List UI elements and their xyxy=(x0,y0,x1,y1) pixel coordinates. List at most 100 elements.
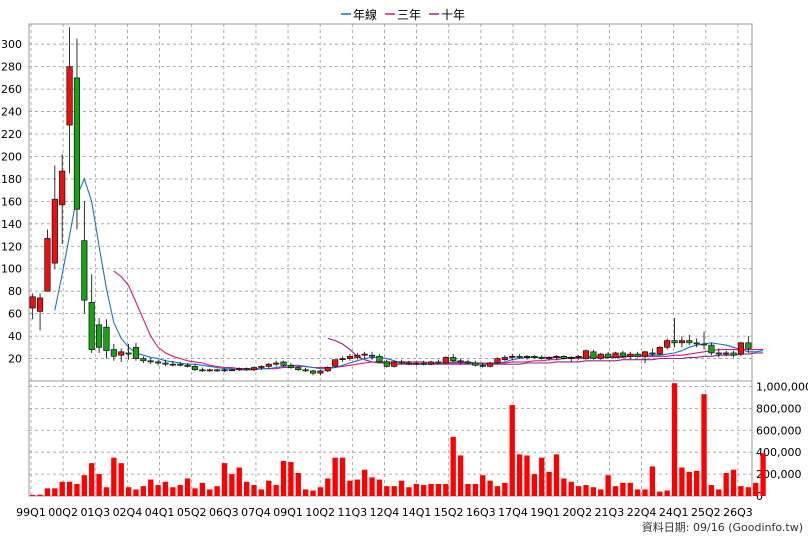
price-tick-label: 40 xyxy=(8,330,22,343)
volume-bar xyxy=(634,489,641,496)
volume-bar xyxy=(457,455,464,496)
volume-bar xyxy=(590,487,597,496)
volume-bar xyxy=(310,490,316,496)
price-tick-label: 120 xyxy=(1,240,22,253)
volume-bar xyxy=(59,481,65,496)
volume-bar xyxy=(243,481,250,496)
candle-body xyxy=(568,357,575,359)
candle-body xyxy=(472,362,479,366)
x-tick-label: 02Q4 xyxy=(113,506,143,519)
candle-body xyxy=(664,340,671,348)
volume-bar xyxy=(723,473,729,496)
candle-body xyxy=(177,363,184,366)
candle-body xyxy=(228,369,235,372)
candle-body xyxy=(391,361,398,367)
x-tick-label: 16Q3 xyxy=(466,506,496,519)
candle-body xyxy=(191,366,199,371)
volume-tick-label: 400,000 xyxy=(756,446,802,459)
x-tick-label: 05Q2 xyxy=(177,506,207,519)
candle-body xyxy=(332,359,339,367)
volume-bar xyxy=(546,471,552,496)
volume-bar xyxy=(450,436,456,496)
candle-body xyxy=(501,357,508,360)
volume-bar xyxy=(162,481,169,496)
candle-body xyxy=(619,352,626,357)
volume-bar xyxy=(354,479,360,496)
candle-body xyxy=(199,369,206,372)
volume-bar xyxy=(524,455,530,496)
volume-bar xyxy=(398,480,405,496)
candle-body xyxy=(118,351,125,356)
price-tick-label: 180 xyxy=(1,173,22,186)
volume-bar xyxy=(295,473,301,496)
x-tick-label: 22Q4 xyxy=(627,506,657,519)
volume-bar xyxy=(642,489,648,496)
volume-bar xyxy=(207,489,213,496)
volume-bar xyxy=(413,483,419,496)
candle-body xyxy=(479,364,486,367)
candle-body xyxy=(140,358,147,362)
candle-body xyxy=(317,370,324,374)
candle-body xyxy=(597,353,604,359)
x-tick-label: 26Q3 xyxy=(723,506,753,519)
volume-bar xyxy=(421,485,427,496)
candle-body xyxy=(656,347,663,355)
candle-body xyxy=(428,361,435,365)
volume-bar xyxy=(170,487,176,496)
candle-body xyxy=(523,356,531,358)
candle-body xyxy=(700,343,708,346)
volume-bar xyxy=(376,479,383,496)
volume-bar xyxy=(406,487,412,496)
volume-bar xyxy=(612,486,619,496)
volume-bar xyxy=(214,486,220,496)
candle-body xyxy=(627,353,634,357)
candle-body xyxy=(723,352,730,355)
candle-body xyxy=(125,352,132,355)
volume-bar xyxy=(118,463,124,496)
candle-body xyxy=(612,352,619,358)
volume-bar xyxy=(89,463,95,496)
volume-bar xyxy=(221,463,228,496)
volume-bar xyxy=(339,457,346,496)
candle-body xyxy=(88,302,95,350)
volume-bar xyxy=(266,480,272,496)
x-tick-label: 25Q2 xyxy=(691,506,721,519)
volume-bar xyxy=(273,485,279,496)
volume-bar xyxy=(671,383,678,496)
candle-body xyxy=(582,350,590,359)
candle-body xyxy=(605,353,612,358)
volume-bar xyxy=(627,482,633,496)
candle-body xyxy=(634,353,641,357)
candle-body xyxy=(546,357,553,359)
volume-bar xyxy=(103,487,110,496)
volume-bar xyxy=(516,454,523,496)
candle-body xyxy=(715,352,722,355)
candle-body xyxy=(730,352,737,356)
price-tick-label: 300 xyxy=(1,38,22,51)
candle-body xyxy=(487,362,494,367)
price-tick-label: 80 xyxy=(8,285,22,298)
price-tick-label: 100 xyxy=(1,263,22,276)
volume-bar xyxy=(443,483,449,496)
candle-body xyxy=(361,353,368,356)
price-tick-label: 220 xyxy=(1,128,22,141)
volume-bar xyxy=(679,467,685,496)
price-tick-label: 60 xyxy=(8,308,22,321)
price-axis: 20 40 60 80 100 120 140 160 180 200 220 240 260 280 30… xyxy=(1,38,22,365)
candle-body xyxy=(435,361,442,364)
volume-bar xyxy=(236,467,242,496)
volume-bar xyxy=(531,474,538,496)
volume-tick-label: 800,000 xyxy=(756,402,802,415)
volume-bar xyxy=(657,491,663,496)
candle-body xyxy=(243,368,250,371)
volume-bar xyxy=(428,483,434,496)
volume-bar xyxy=(480,475,486,496)
volume-bar xyxy=(111,457,117,496)
volume-bar xyxy=(745,487,751,496)
volume-bar xyxy=(251,485,257,496)
candle-body xyxy=(221,369,228,372)
volume-bar xyxy=(303,489,309,496)
ten-year-ma-line xyxy=(327,337,764,365)
x-tick-label: 07Q4 xyxy=(241,506,271,519)
volume-bar xyxy=(133,489,139,496)
